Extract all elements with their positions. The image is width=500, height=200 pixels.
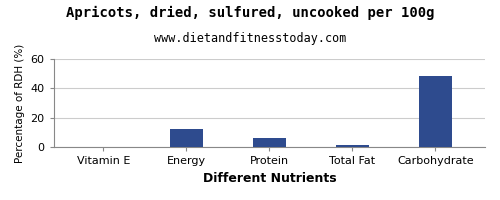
Text: www.dietandfitnesstoday.com: www.dietandfitnesstoday.com [154,32,346,45]
Bar [253,138,286,147]
Y-axis label: Percentage of RDH (%): Percentage of RDH (%) [15,44,25,163]
Text: Apricots, dried, sulfured, uncooked per 100g: Apricots, dried, sulfured, uncooked per … [66,6,434,20]
Bar [336,145,369,147]
Bar [418,76,452,147]
Bar [170,129,203,147]
X-axis label: Different Nutrients: Different Nutrients [202,172,336,185]
